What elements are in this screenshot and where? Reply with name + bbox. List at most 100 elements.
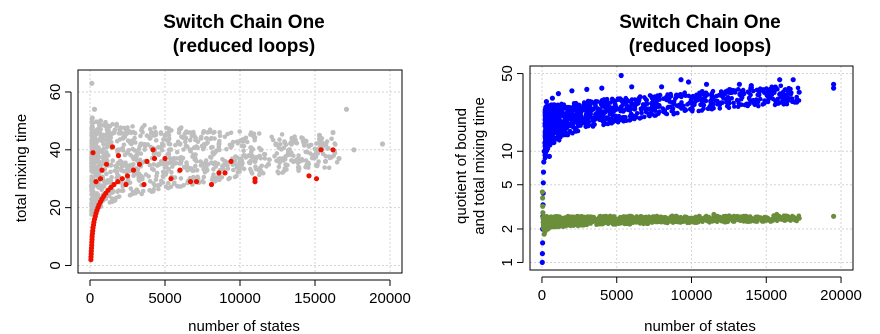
data-point — [763, 91, 769, 97]
data-point — [252, 158, 258, 164]
data-point — [246, 153, 252, 159]
data-point — [211, 166, 216, 172]
data-point — [295, 164, 302, 170]
data-point — [93, 143, 98, 149]
data-point — [779, 96, 785, 101]
data-point — [687, 100, 692, 106]
x-tick-label: 5000 — [148, 290, 181, 307]
data-point — [142, 123, 147, 128]
right-x-axis-label: number of states — [644, 318, 756, 334]
data-point — [193, 179, 200, 185]
data-point — [166, 166, 171, 172]
data-point — [267, 157, 272, 162]
data-point — [790, 77, 796, 83]
data-point — [736, 81, 743, 87]
data-point — [621, 215, 627, 220]
data-point — [299, 158, 305, 163]
data-point — [144, 158, 150, 164]
data-point — [97, 176, 104, 182]
data-point — [570, 130, 575, 136]
x-tick-label: 0 — [538, 287, 546, 304]
data-point — [187, 179, 194, 185]
data-point — [201, 142, 207, 147]
data-point — [777, 77, 783, 83]
data-point — [213, 177, 219, 183]
data-point — [115, 147, 122, 153]
data-point — [741, 91, 747, 97]
data-point — [831, 85, 837, 91]
data-point — [226, 176, 231, 182]
right-y-axis-label-line1: quotient of bound — [453, 108, 470, 224]
data-point — [230, 139, 236, 145]
data-point — [290, 138, 296, 144]
data-point — [632, 106, 638, 112]
data-point — [627, 118, 632, 123]
data-point — [744, 219, 750, 224]
data-point — [329, 136, 334, 142]
data-point — [252, 179, 258, 185]
data-point — [550, 217, 556, 223]
data-point — [262, 156, 268, 161]
data-point — [671, 99, 677, 104]
right-chart-title: Switch Chain One — [619, 12, 781, 33]
x-tick-label: 20000 — [820, 287, 862, 304]
data-point — [695, 96, 701, 102]
data-point — [141, 181, 147, 188]
data-point — [201, 129, 207, 134]
data-point — [276, 170, 281, 176]
data-point — [634, 111, 640, 116]
data-point — [90, 169, 96, 175]
data-point — [281, 169, 287, 174]
data-point — [592, 117, 598, 122]
data-point — [379, 141, 386, 147]
data-point — [330, 129, 336, 136]
data-point — [285, 152, 290, 158]
data-point — [133, 157, 139, 162]
data-point — [207, 129, 212, 135]
data-point — [89, 123, 95, 129]
data-point — [692, 220, 698, 225]
data-point — [187, 137, 193, 143]
data-point — [737, 91, 743, 96]
data-point — [696, 217, 702, 223]
data-point — [772, 90, 777, 95]
data-point — [239, 143, 245, 149]
data-point — [166, 151, 172, 157]
data-point — [653, 113, 659, 118]
right-chart-subtitle: (reduced loops) — [629, 36, 772, 57]
data-point — [176, 130, 182, 135]
y-tick-label: 60 — [47, 84, 64, 101]
data-point — [90, 165, 95, 171]
data-point — [570, 214, 576, 220]
data-point — [273, 141, 279, 147]
data-point — [224, 146, 229, 152]
data-point — [564, 106, 571, 112]
data-point — [194, 168, 200, 173]
y-tick-label: 10 — [499, 143, 516, 160]
data-point — [593, 112, 599, 118]
data-point — [676, 102, 683, 108]
data-point — [166, 126, 172, 131]
data-point — [778, 83, 784, 89]
data-point — [115, 179, 121, 185]
data-point — [139, 191, 144, 197]
data-point — [753, 217, 759, 223]
data-point — [103, 161, 110, 167]
data-point — [313, 176, 320, 182]
data-point — [566, 123, 572, 129]
data-point — [649, 220, 655, 225]
data-point — [601, 114, 606, 119]
data-point — [556, 138, 562, 143]
data-point — [243, 135, 249, 141]
data-point — [205, 140, 210, 145]
data-point — [130, 167, 137, 173]
data-point — [183, 139, 188, 145]
data-point — [138, 151, 144, 156]
data-point — [256, 131, 262, 136]
data-point — [546, 120, 552, 126]
data-point — [637, 219, 643, 225]
data-point — [778, 215, 784, 221]
data-point — [543, 99, 550, 105]
data-point — [611, 108, 617, 114]
data-point — [151, 155, 158, 162]
